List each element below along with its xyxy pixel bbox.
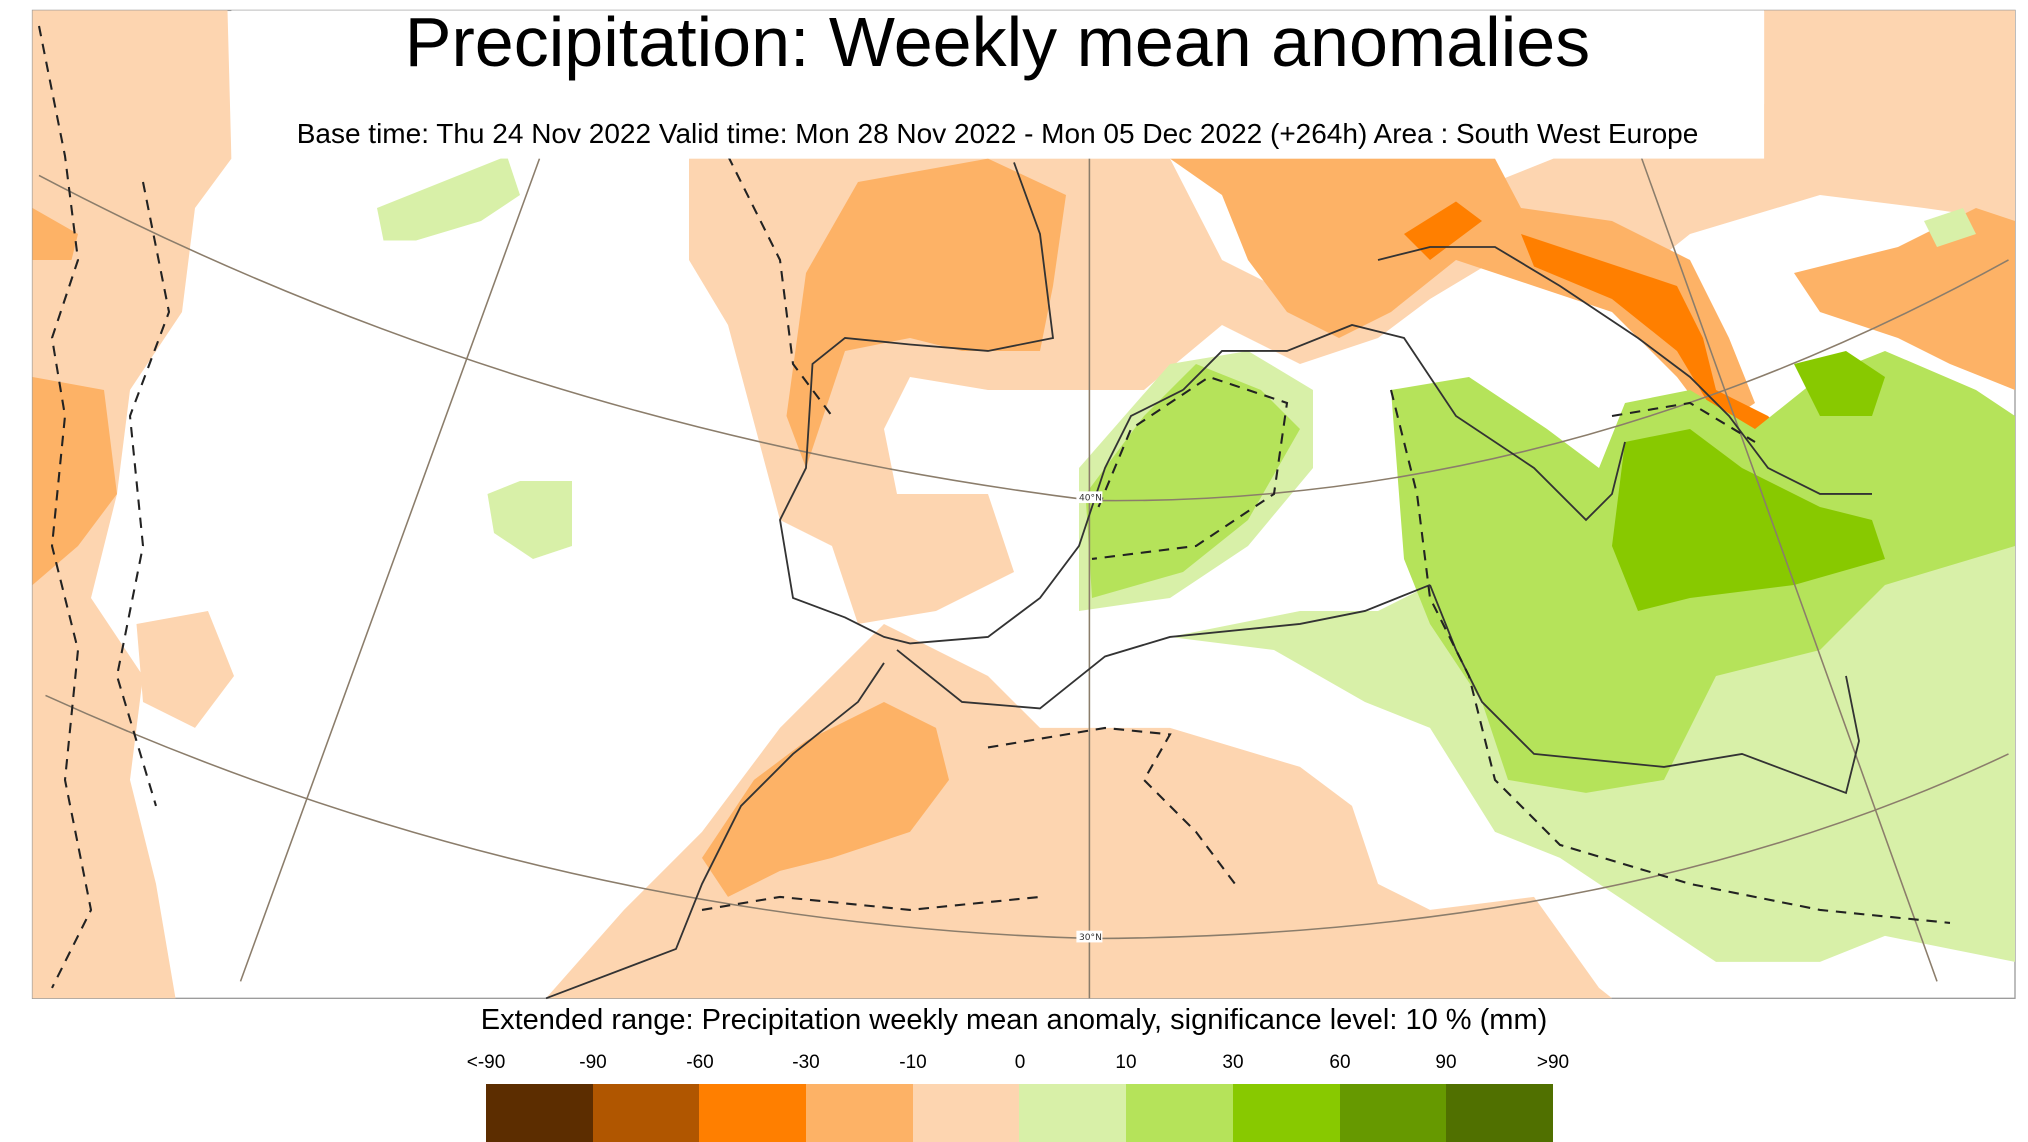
legend-tick: 0 [1014, 1052, 1026, 1073]
lat-label-40: 40°N [1079, 493, 1102, 503]
legend-ticks: <-90 -90 -60 -30 -10 0 10 30 60 90 >90 [0, 1052, 2028, 1076]
page-title: Precipitation: Weekly mean anomalies [404, 3, 1591, 81]
legend-tick: >90 [1536, 1052, 1570, 1073]
legend-tick: 60 [1329, 1052, 1351, 1073]
coastlines [545, 162, 1872, 1000]
title-box [231, 10, 1765, 159]
legend-swatch [486, 1084, 593, 1142]
legend-color-bar [486, 1084, 1553, 1142]
legend-tick: -10 [899, 1052, 927, 1073]
page-subtitle: Base time: Thu 24 Nov 2022 Valid time: M… [296, 118, 1699, 149]
legend-tick: -90 [579, 1052, 607, 1073]
latitude-labels: 40°N 30°N [1076, 491, 1103, 943]
bright-green-anomaly-areas [1612, 350, 1885, 611]
legend-swatch [699, 1084, 807, 1142]
legend-swatch [1339, 1084, 1447, 1142]
legend-swatch [1446, 1084, 1553, 1142]
lat-label-30: 30°N [1079, 933, 1102, 943]
legend-swatch [592, 1084, 700, 1142]
legend-title: Extended range: Precipitation weekly mea… [480, 1004, 1548, 1036]
legend-tick: 90 [1435, 1052, 1457, 1073]
legend-tick: 30 [1222, 1052, 1244, 1073]
legend-swatch [1126, 1084, 1233, 1142]
significance-contours [37, 25, 1951, 989]
legend-tick: -30 [792, 1052, 820, 1073]
legend-tick: -60 [686, 1052, 714, 1073]
legend-tick: 10 [1115, 1052, 1137, 1073]
legend-tick: <-90 [466, 1052, 506, 1073]
legend-swatch [912, 1084, 1020, 1142]
legend-swatch [1019, 1084, 1127, 1142]
mid-orange-anomaly-areas [32, 158, 2015, 897]
legend-swatch [1232, 1084, 1340, 1142]
legend-swatch [806, 1084, 913, 1142]
